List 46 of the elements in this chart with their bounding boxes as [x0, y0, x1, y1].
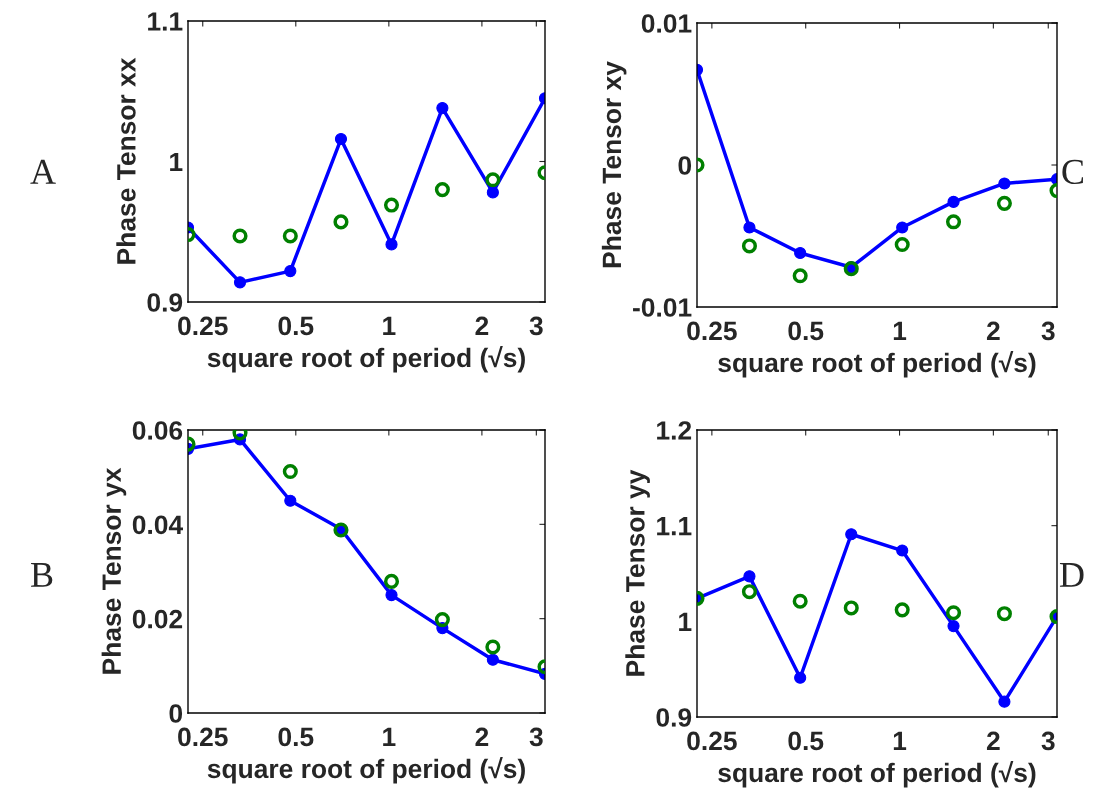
x-tick-label: 3 [529, 316, 543, 336]
y-axis-title: Phase Tensor xx [116, 57, 136, 264]
y-tick-label: 1.1 [148, 12, 183, 31]
x-tick-label: 2 [986, 731, 1000, 751]
text: D [1059, 563, 1084, 587]
y-tick-label: 0.02 [132, 609, 183, 629]
x-tick-label: 0.5 [788, 731, 824, 751]
y-tick-label: 0.06 [132, 421, 183, 440]
y-tick-label: 0.9 [656, 708, 692, 727]
y-tick-label: -0.01 [633, 298, 692, 317]
x-tick-label: 0.5 [278, 316, 314, 336]
y-tick-label: 1 [170, 152, 183, 172]
y-tick-label: 1 [679, 612, 692, 631]
x-axis-title: square root of period (√s) [718, 761, 1036, 788]
x-tick-label: 3 [529, 727, 543, 747]
x-axis-title: square root of period (√s) [718, 351, 1036, 378]
text: A [30, 159, 56, 184]
y-axis-title: Phase Tensor yy [625, 469, 650, 676]
y-tick-label: 0 [169, 704, 183, 723]
y-tick-label: 0 [678, 156, 692, 175]
y-tick-label: 0.04 [132, 515, 183, 535]
y-tick-label: 0.01 [641, 14, 692, 33]
x-tick-label: 0.25 [687, 321, 737, 341]
y-axis-title: Phase Tensor yx [101, 467, 127, 674]
x-tick-label: 3 [1041, 731, 1055, 751]
x-tick-label: 0.25 [178, 316, 228, 336]
x-axis-title: square root of period (√s) [207, 346, 525, 373]
y-tick-label: 1.2 [657, 421, 692, 440]
x-tick-label: 3 [1041, 321, 1055, 341]
x-tick-label: 1 [893, 321, 907, 341]
x-tick-label: 2 [986, 321, 1000, 341]
x-tick-label: 1 [383, 727, 396, 747]
x-tick-label: 0.25 [178, 727, 228, 747]
x-tick-label: 2 [475, 727, 489, 747]
x-tick-label: 0.25 [687, 731, 737, 751]
x-tick-label: 1 [893, 731, 907, 751]
y-axis-title: Phase Tensor xy [601, 61, 627, 268]
text: B [31, 563, 53, 587]
y-tick-label: 0.9 [147, 293, 183, 312]
text: C [1062, 159, 1084, 185]
x-tick-label: 0.5 [788, 321, 824, 341]
x-tick-label: 2 [475, 316, 489, 336]
x-tick-label: 0.5 [278, 727, 314, 747]
y-tick-label: 1.1 [657, 517, 692, 536]
x-axis-title: square root of period (√s) [207, 757, 525, 784]
x-tick-label: 1 [383, 316, 396, 336]
